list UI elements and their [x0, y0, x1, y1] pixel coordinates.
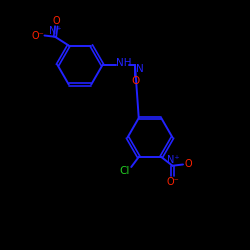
Text: NH: NH — [116, 58, 131, 68]
Text: N: N — [136, 64, 143, 74]
Text: O: O — [131, 76, 139, 86]
Text: O⁻: O⁻ — [32, 30, 45, 40]
Text: Cl: Cl — [119, 166, 130, 176]
Text: O: O — [185, 160, 192, 170]
Text: O: O — [52, 16, 60, 26]
Text: N⁺: N⁺ — [49, 26, 61, 36]
Text: N⁺: N⁺ — [167, 155, 179, 165]
Text: O⁻: O⁻ — [166, 177, 179, 187]
